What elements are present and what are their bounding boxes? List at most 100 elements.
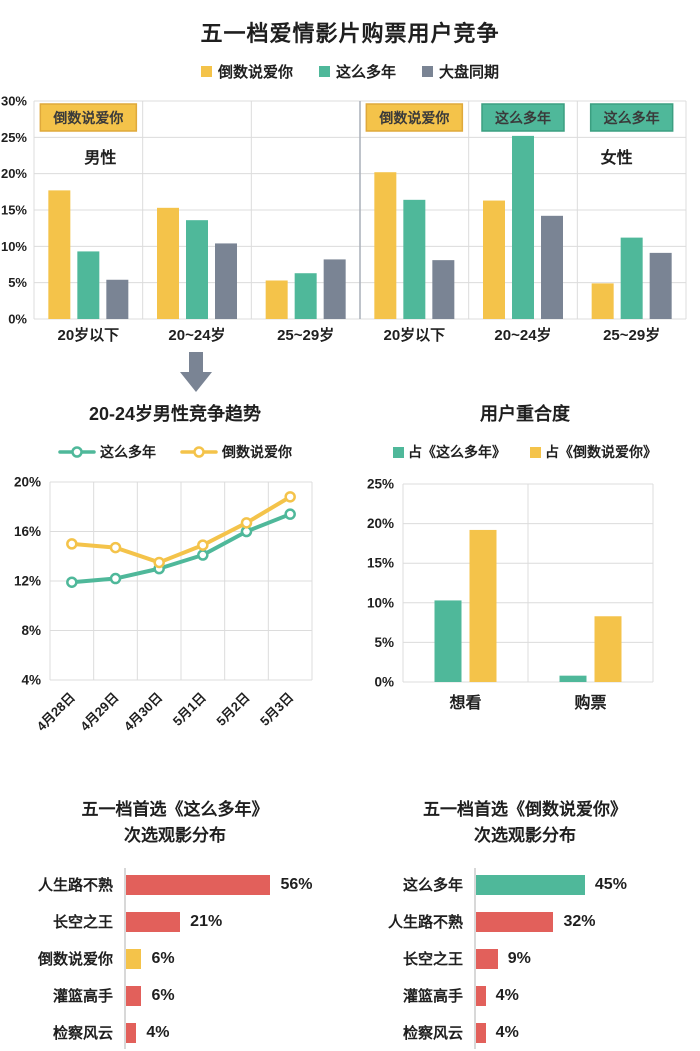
y-tick-label: 5% xyxy=(8,275,27,290)
annotation-label: 倒数说爱你 xyxy=(52,110,123,126)
data-point-marker xyxy=(66,538,78,550)
y-tick-label: 25% xyxy=(1,130,27,145)
bar xyxy=(126,1022,137,1043)
overlap-chart-svg: 25% 20% 15% 10% 5% 0% 想看 购票 xyxy=(367,477,654,712)
value-label: 6% xyxy=(151,949,175,967)
legend-label: 大盘同期 xyxy=(439,64,500,81)
secondary-zmdn-title-line2: 次选观影分布 xyxy=(124,825,226,845)
bar xyxy=(541,215,563,319)
bar xyxy=(126,985,142,1006)
y-tick-label: 8% xyxy=(21,623,41,638)
annotation-label: 倒数说爱你 xyxy=(378,110,449,126)
bar xyxy=(186,220,208,319)
annotation-box xyxy=(481,103,565,132)
x-tick-label: 20~24岁 xyxy=(168,326,225,344)
legend-swatch-icon xyxy=(200,66,212,77)
secondary-dssan-title-line1: 五一档首选《倒数说爱你》 xyxy=(423,800,627,819)
category-label: 检察风云 xyxy=(52,1025,113,1042)
legend-label: 占《这么多年》 xyxy=(408,444,506,460)
y-tick-label: 20% xyxy=(14,475,41,490)
data-point-marker xyxy=(109,541,122,554)
middle-section: 20-24岁男性竞争趋势 这么多年 倒数说爱你 20% 16% 12% 8% 4% 4月28… xyxy=(0,396,700,773)
bar xyxy=(476,985,486,1006)
bar xyxy=(432,260,455,319)
x-tick-label: 5月3日 xyxy=(257,690,296,729)
age-competition-legend: 倒数说爱你 这么多年 大盘同期 xyxy=(0,61,700,82)
legend-swatch-icon xyxy=(422,66,433,77)
y-tick-label: 15% xyxy=(367,556,394,571)
down-arrow-shape xyxy=(180,352,212,392)
bar xyxy=(265,280,288,319)
bar xyxy=(476,874,585,895)
y-tick-label: 12% xyxy=(14,574,41,589)
page-title: 五一档爱情影片购票用户竞争 xyxy=(200,21,500,46)
x-tick-label: 购票 xyxy=(574,693,606,712)
legend-line-marker-icon xyxy=(58,446,96,458)
legend-label: 这么多年 xyxy=(100,444,156,460)
value-label: 4% xyxy=(495,1023,519,1041)
secondary-dssan-title: 五一档首选《倒数说爱你》 次选观影分布 xyxy=(350,797,700,848)
legend-label: 占《倒数说爱你》 xyxy=(545,444,657,460)
y-tick-label: 0% xyxy=(374,675,394,690)
data-point-marker xyxy=(109,572,122,585)
x-tick-label: 5月1日 xyxy=(170,690,209,729)
bar xyxy=(476,1022,486,1043)
bar xyxy=(323,259,346,319)
age-competition-svg: 30% 25% 20% 15% 10% 5% 0% 20岁以下 20~24岁 25~29岁 20岁以… xyxy=(1,94,687,344)
legend-line-marker-icon xyxy=(180,446,218,458)
hbar-row: 灌篮高手 6% xyxy=(0,977,350,1014)
hbar-row: 灌篮高手 4% xyxy=(350,977,700,1014)
x-tick-label: 4月29日 xyxy=(77,690,121,734)
hbar-row: 人生路不熟 32% xyxy=(350,903,700,940)
secondary-dssan-chart: 这么多年 45% 人生路不熟 32% 长空之王 9% 灌篮高手 4% 检察风云 4% xyxy=(350,866,700,1051)
line-series xyxy=(69,512,293,585)
bar xyxy=(126,874,271,895)
overlap-chart: 25% 20% 15% 10% 5% 0% 想看 购票 xyxy=(350,468,700,741)
overlap-chart-title: 用户重合度 xyxy=(480,404,570,424)
annotation-label: 这么多年 xyxy=(604,110,660,126)
legend-label: 这么多年 xyxy=(335,64,396,81)
bar xyxy=(620,237,643,319)
category-label: 人生路不熟 xyxy=(387,914,463,931)
age-competition-chart: 30% 25% 20% 15% 10% 5% 0% 20岁以下 20~24岁 25~29岁 20岁以… xyxy=(0,93,700,350)
legend-label: 倒数说爱你 xyxy=(217,64,293,81)
y-tick-label: 0% xyxy=(8,312,27,327)
data-point-marker xyxy=(197,539,209,551)
bar xyxy=(469,529,497,682)
value-label: 45% xyxy=(594,875,627,893)
bar xyxy=(512,135,534,319)
y-tick-label: 10% xyxy=(367,595,394,610)
chart-shape xyxy=(71,446,83,458)
bar xyxy=(559,675,587,682)
annotation-label: 这么多年 xyxy=(495,110,551,126)
hbar-row: 检察风云 4% xyxy=(350,1014,700,1051)
overlap-section: 用户重合度 占《这么多年》 占《倒数说爱你》 25% 20% 15% 10% 5% 0% 想看… xyxy=(350,396,700,773)
y-tick-label: 30% xyxy=(1,94,27,109)
legend-item: 占《倒数说爱你》 xyxy=(530,442,657,462)
value-label: 6% xyxy=(151,986,175,1004)
value-label: 9% xyxy=(507,949,531,967)
bar xyxy=(649,252,672,319)
bar xyxy=(483,200,505,319)
bar xyxy=(594,616,622,682)
legend-item: 占《这么多年》 xyxy=(393,442,506,462)
hbar-row: 检察风云 4% xyxy=(0,1014,350,1051)
x-tick-label: 4月30日 xyxy=(121,690,165,734)
value-label: 4% xyxy=(146,1023,170,1041)
bar xyxy=(48,190,71,319)
bar xyxy=(126,948,142,969)
trend-chart-title: 20-24岁男性竞争趋势 xyxy=(88,404,262,424)
bar xyxy=(294,273,317,319)
legend-item: 倒数说爱你 xyxy=(180,442,292,462)
legend-item: 这么多年 xyxy=(58,442,156,462)
y-tick-label: 5% xyxy=(374,635,394,650)
hbar-row: 长空之王 9% xyxy=(350,940,700,977)
data-point-marker xyxy=(197,549,209,561)
trend-section: 20-24岁男性竞争趋势 这么多年 倒数说爱你 20% 16% 12% 8% 4% 4月28… xyxy=(0,396,350,773)
bar xyxy=(403,199,426,319)
bar xyxy=(374,172,397,319)
y-tick-label: 20% xyxy=(1,166,27,181)
annotation-box xyxy=(365,103,464,132)
female-label: 女性 xyxy=(601,148,633,167)
